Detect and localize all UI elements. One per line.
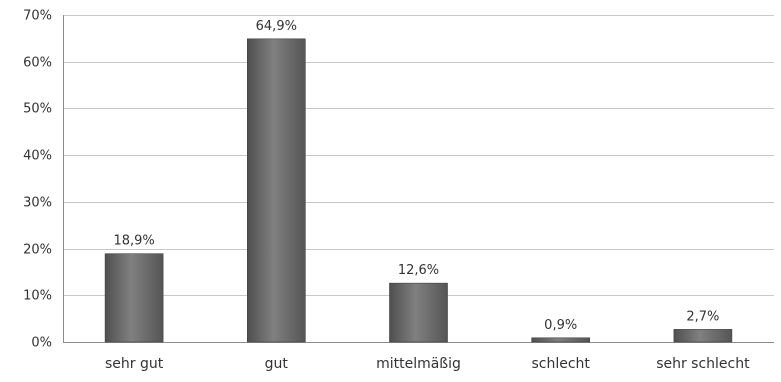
y-tick-label: 40% — [23, 149, 52, 164]
y-tick-label: 10% — [23, 289, 52, 304]
x-axis-categories: sehr gut gut mittelmäßig schlecht sehr schle… — [105, 356, 750, 372]
category-label: mittelmäßig — [376, 356, 461, 372]
y-tick-label: 60% — [23, 56, 52, 71]
y-tick-label: 50% — [23, 102, 52, 117]
category-label: sehr gut — [105, 356, 164, 372]
bar-4 — [531, 337, 591, 343]
bar-3 — [389, 282, 448, 343]
y-tick-label: 0% — [31, 336, 52, 351]
y-axis-ticks: 0% 10% 20% 30% 40% 50% 60% 70% — [23, 9, 52, 351]
y-tick-label: 20% — [23, 243, 52, 258]
data-label: 2,7% — [686, 309, 719, 324]
data-label: 12,6% — [398, 263, 439, 278]
data-labels: 18,9% 64,9% 12,6% 0,9% 2,7% — [113, 19, 719, 333]
bars — [104, 38, 733, 343]
bar-5 — [673, 329, 733, 343]
bar-1 — [104, 253, 164, 343]
category-label: gut — [265, 356, 289, 372]
bar-2 — [247, 38, 306, 343]
y-tick-label: 30% — [23, 196, 52, 211]
gridlines — [63, 15, 774, 343]
data-label: 64,9% — [256, 19, 297, 34]
data-label: 18,9% — [113, 234, 154, 249]
data-label: 0,9% — [544, 318, 577, 333]
category-label: sehr schlecht — [656, 356, 750, 372]
category-label: schlecht — [531, 356, 590, 372]
y-tick-label: 70% — [23, 9, 52, 24]
